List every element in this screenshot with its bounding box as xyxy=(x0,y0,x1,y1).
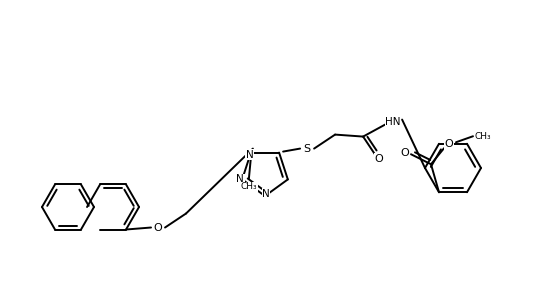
Text: N: N xyxy=(246,150,254,160)
Text: CH₃: CH₃ xyxy=(240,182,257,191)
Text: O: O xyxy=(401,148,410,158)
Text: O: O xyxy=(154,223,163,233)
Text: N: N xyxy=(262,189,270,199)
Text: HN: HN xyxy=(385,117,401,127)
Text: CH₃: CH₃ xyxy=(475,132,491,141)
Text: O: O xyxy=(445,139,453,149)
Text: N: N xyxy=(236,174,244,184)
Text: S: S xyxy=(304,144,311,154)
Text: O: O xyxy=(375,154,384,164)
